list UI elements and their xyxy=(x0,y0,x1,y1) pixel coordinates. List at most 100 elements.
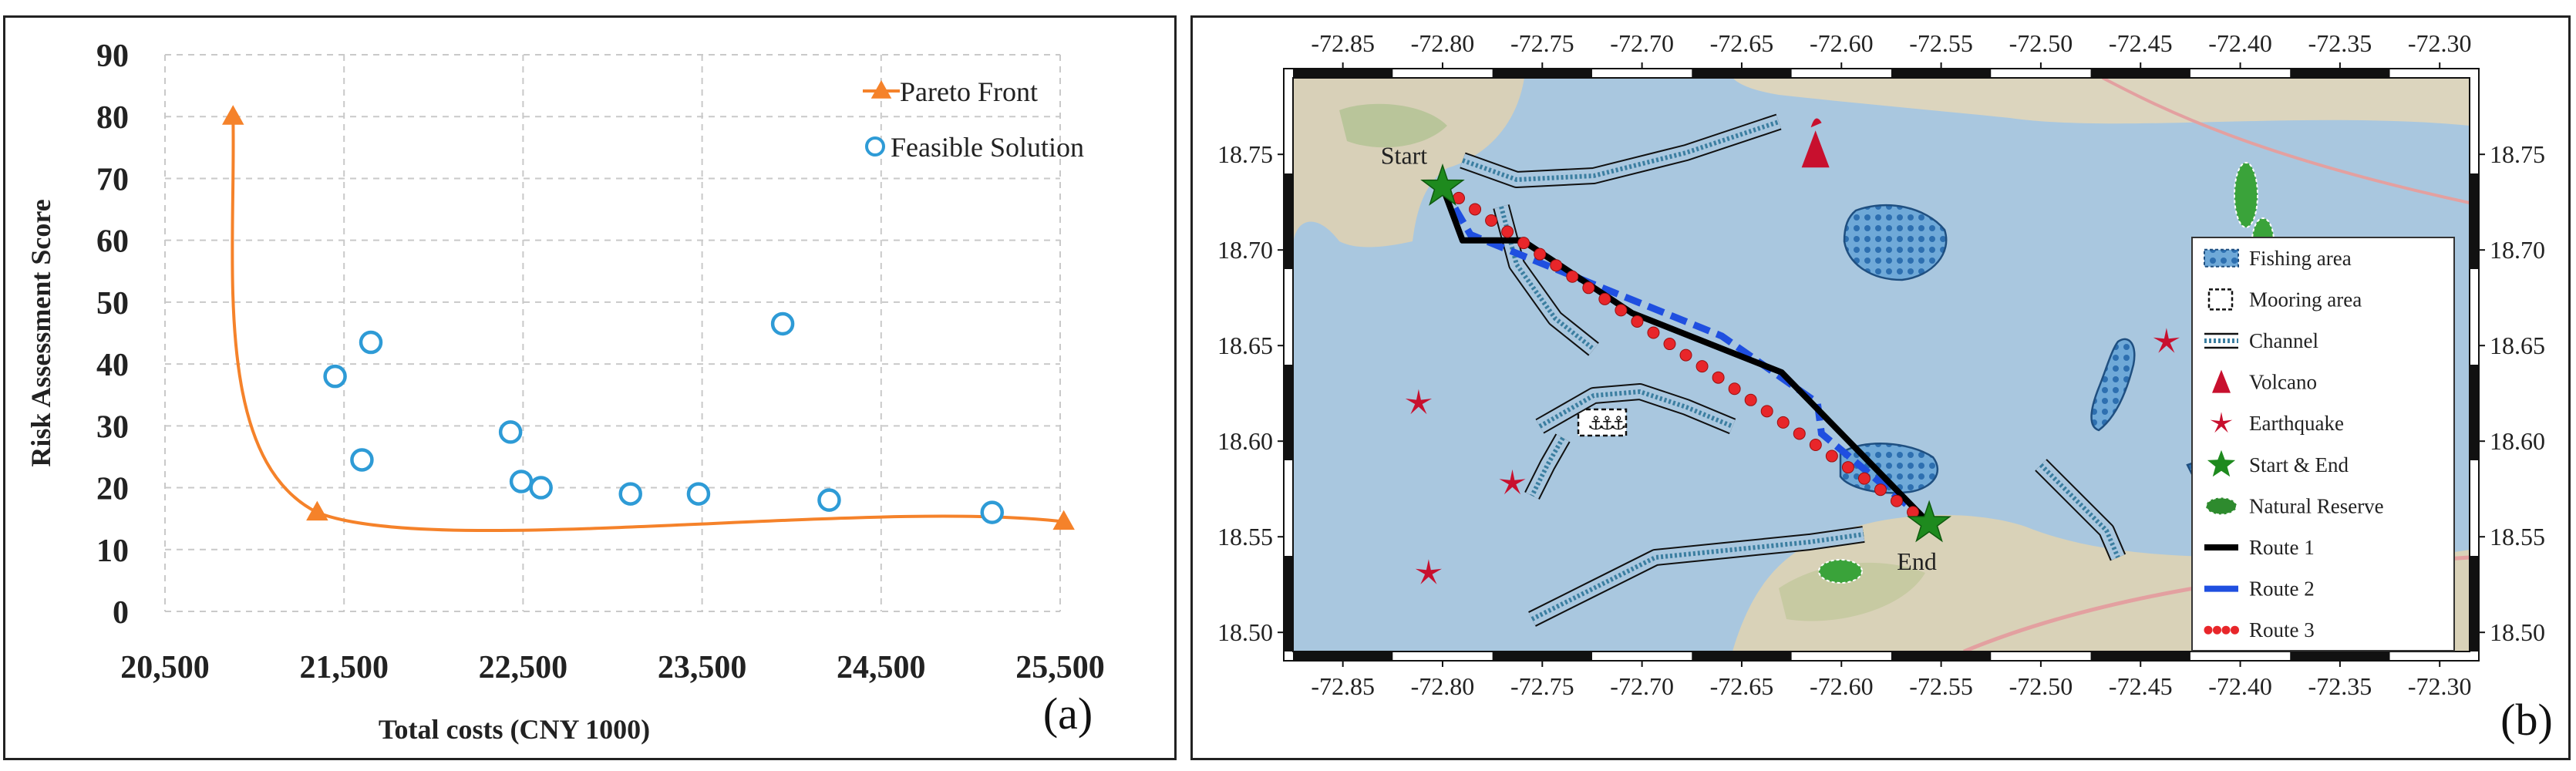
feasible-solution-point xyxy=(980,500,1005,524)
start-star-icon xyxy=(1420,163,1465,206)
panel-a-pareto-chart: 0 10 20 30 40 50 60 70 80 90 20,500 21,500 22,500 23,… xyxy=(3,15,1177,760)
x-tick-label-top: -72.65 xyxy=(1710,29,1774,57)
legend-fishing-symbol xyxy=(2204,248,2239,268)
y-tick-label: 10 xyxy=(96,534,129,569)
y-tick-label: 0 xyxy=(113,595,129,631)
x-tick-label-top: -72.80 xyxy=(1411,29,1475,57)
legend-label: Channel xyxy=(2249,329,2318,352)
x-tick-label-bottom: -72.30 xyxy=(2408,672,2472,700)
x-tick-label-top: -72.30 xyxy=(2408,29,2472,57)
route-3-dot xyxy=(1501,225,1514,238)
legend-label: Route 3 xyxy=(2249,618,2315,641)
y-tick-label: 30 xyxy=(96,409,129,445)
route-3-dot xyxy=(1598,292,1611,305)
y-tick-label-right: 18.70 xyxy=(2490,236,2545,264)
start-label: Start xyxy=(1381,141,1428,169)
x-tick-label-top: -72.60 xyxy=(1810,29,1874,57)
y-tick-label-left: 18.60 xyxy=(1217,427,1273,455)
frame-band xyxy=(1284,556,1293,651)
feasible-solution-point xyxy=(770,311,795,336)
legend-marker-pareto xyxy=(870,80,892,99)
mooring-area xyxy=(1577,408,1628,437)
frame-band xyxy=(1492,651,1592,661)
legend-marker-feasible xyxy=(865,136,885,157)
route-3-dot xyxy=(1809,438,1822,451)
legend-label: Natural Reserve xyxy=(2249,494,2384,517)
y-tick-label-left: 18.75 xyxy=(1217,140,1273,168)
x-tick-label: 20,500 xyxy=(120,650,210,685)
frame-band xyxy=(2470,556,2479,651)
pareto-front-line xyxy=(231,116,1064,533)
end-label: End xyxy=(1897,547,1937,575)
x-tick-label-bottom: -72.55 xyxy=(1909,672,1973,700)
fishing-area xyxy=(2090,338,2136,432)
earthquake-icon xyxy=(1405,389,1433,415)
legend-label-pareto: Pareto Front xyxy=(900,76,1038,107)
x-tick-label-bottom: -72.40 xyxy=(2208,672,2272,700)
legend-label: Earthquake xyxy=(2249,412,2344,435)
earthquake-icon xyxy=(2153,328,2180,353)
legend-earthquake-icon xyxy=(2210,412,2233,433)
road-north xyxy=(2102,78,2470,204)
x-tick-label-top: -72.45 xyxy=(2109,29,2173,57)
y-tick-label-right: 18.55 xyxy=(2490,523,2545,550)
route-3-dot xyxy=(1874,483,1887,497)
x-axis-label: Total costs (CNY 1000) xyxy=(379,714,650,745)
route-3-dot xyxy=(1469,203,1482,216)
feasible-solution-point xyxy=(618,482,642,506)
route-3-dot xyxy=(1841,461,1854,474)
frame-band xyxy=(1891,69,1992,78)
volcano-icon xyxy=(1801,130,1830,168)
x-tick-label-top: -72.35 xyxy=(2308,29,2372,57)
x-tick-label: 23,500 xyxy=(658,650,747,685)
x-tick-label-top: -72.55 xyxy=(1909,29,1973,57)
x-tick-label: 24,500 xyxy=(837,650,926,685)
y-tick-label-right: 18.75 xyxy=(2490,140,2545,168)
legend-route-3-dot xyxy=(2204,625,2213,635)
land-hills-south xyxy=(1779,562,1925,621)
route-3-dot xyxy=(1582,281,1595,295)
map-legend-box xyxy=(2191,237,2455,651)
route-3-dot xyxy=(1728,382,1741,396)
legend-star-icon xyxy=(2207,449,2236,477)
anchor-icon: ⚓ xyxy=(1610,412,1627,434)
x-tick-label-bottom: -72.65 xyxy=(1710,672,1774,700)
legend-route-3-dot xyxy=(2221,625,2231,635)
route-3-dot xyxy=(1744,393,1757,406)
feasible-solution-point xyxy=(817,488,841,512)
frame-band xyxy=(2090,69,2190,78)
panel-label-b: (b) xyxy=(2500,695,2553,745)
pareto-front-point xyxy=(306,500,328,521)
y-tick-label: 80 xyxy=(96,100,129,136)
route-3-dot xyxy=(1695,360,1709,373)
land-north-east xyxy=(1732,78,2470,126)
legend-route-3-dot xyxy=(2231,625,2239,635)
route-3-dot xyxy=(1760,405,1773,418)
frame-band xyxy=(1284,365,1293,460)
x-tick-label-top: -72.40 xyxy=(2208,29,2272,57)
frame-band xyxy=(1492,69,1592,78)
y-tick-label: 50 xyxy=(96,286,129,322)
y-tick-label: 90 xyxy=(96,39,129,74)
frame-band xyxy=(2290,651,2390,661)
volcano-flame-icon xyxy=(1810,118,1822,128)
y-tick-label-left: 18.55 xyxy=(1217,523,1273,550)
y-tick-label-right: 18.60 xyxy=(2490,427,2545,455)
pareto-chart-svg: 0 10 20 30 40 50 60 70 80 90 20,500 21,500 22,500 23,… xyxy=(25,39,1105,745)
route-3-dot xyxy=(1891,494,1904,507)
frame-band xyxy=(1692,69,1792,78)
y-tick-label-right: 18.65 xyxy=(2490,332,2545,359)
route-3-dot xyxy=(1857,472,1871,485)
frame-band xyxy=(1293,69,1393,78)
route-map-svg: ⚓⚓⚓⚓⚓⚓StartEnd-72.85-72.85-72.80-72.80-7… xyxy=(1217,29,2553,745)
route-3-dot xyxy=(1485,214,1498,227)
channel-center xyxy=(1461,120,1780,182)
end-star-icon xyxy=(1907,500,1951,543)
legend-label: Fishing area xyxy=(2249,247,2352,270)
x-tick-label: 25,500 xyxy=(1015,650,1105,685)
y-tick-label-right: 18.50 xyxy=(2490,618,2545,646)
legend-label: Start & End xyxy=(2249,453,2349,476)
x-tick-label-bottom: -72.70 xyxy=(1610,672,1674,700)
natural-reserve xyxy=(2234,162,2258,228)
x-tick-label-bottom: -72.80 xyxy=(1411,672,1475,700)
